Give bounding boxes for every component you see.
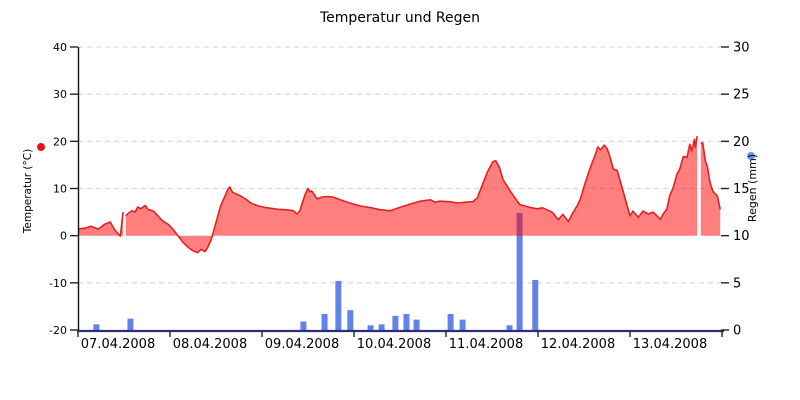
- date-label: 07.04.2008: [81, 337, 155, 352]
- right-tick-label: 15: [733, 182, 750, 197]
- temperature-legend-dot: [37, 143, 45, 151]
- rain-bar: [506, 325, 513, 330]
- rain-bar: [127, 318, 134, 330]
- rain-bar: [93, 324, 100, 330]
- date-label: 13.04.2008: [633, 337, 707, 352]
- rain-bar: [378, 324, 385, 330]
- rain-bar: [321, 313, 328, 330]
- left-tick-label: -10: [49, 277, 67, 290]
- rain-bar: [347, 310, 354, 330]
- right-tick-label: 5: [733, 276, 741, 291]
- date-label: 08.04.2008: [173, 337, 247, 352]
- date-label: 10.04.2008: [357, 337, 431, 352]
- temperature-area-fill: [125, 136, 698, 253]
- left-tick-label: -20: [49, 324, 67, 337]
- left-axis-title: Temperatur (°C): [22, 149, 34, 234]
- temperature-area-fill: [78, 212, 124, 237]
- right-axis-title: Regen (mm): [746, 154, 759, 222]
- right-tick-label: 10: [733, 229, 750, 244]
- right-tick-label: 30: [733, 41, 750, 56]
- temperature-area: [77, 135, 721, 254]
- rain-bar: [335, 280, 342, 330]
- gridlines: [78, 46, 722, 284]
- temperature-line: [700, 141, 721, 210]
- rain-bar: [447, 313, 454, 330]
- rain-bar: [392, 315, 399, 330]
- rain-bar: [413, 319, 420, 330]
- date-label: 09.04.2008: [265, 337, 339, 352]
- rain-bar: [459, 319, 466, 330]
- rain-bar: [516, 213, 523, 330]
- left-tick-label: 0: [60, 230, 67, 243]
- axes: [70, 46, 729, 337]
- rain-bar: [300, 321, 307, 330]
- chart-title: Temperatur und Regen: [319, 10, 480, 26]
- rain-bar: [367, 325, 374, 330]
- rain-bar: [532, 280, 539, 330]
- temperature-line: [125, 135, 698, 254]
- rain-bar: [403, 313, 410, 330]
- right-tick-label: 25: [733, 88, 750, 103]
- date-label: 11.04.2008: [449, 337, 523, 352]
- left-tick-label: 40: [53, 41, 67, 54]
- rain-bars: [93, 213, 539, 330]
- temperature-area-fill: [700, 142, 721, 236]
- left-tick-label: 10: [53, 183, 67, 196]
- temperature-line: [77, 212, 124, 237]
- left-tick-label: 30: [53, 88, 67, 101]
- rain-legend-dot: [747, 152, 755, 160]
- right-tick-label: 0: [733, 324, 741, 339]
- right-tick-label: 20: [733, 135, 750, 150]
- axis-labels: 40 30 20 10 0 -10 -20 30 25 20 15 10 5 0 07.04.2008 08.…: [49, 41, 750, 353]
- date-label: 12.04.2008: [541, 337, 615, 352]
- left-tick-label: 20: [53, 135, 67, 148]
